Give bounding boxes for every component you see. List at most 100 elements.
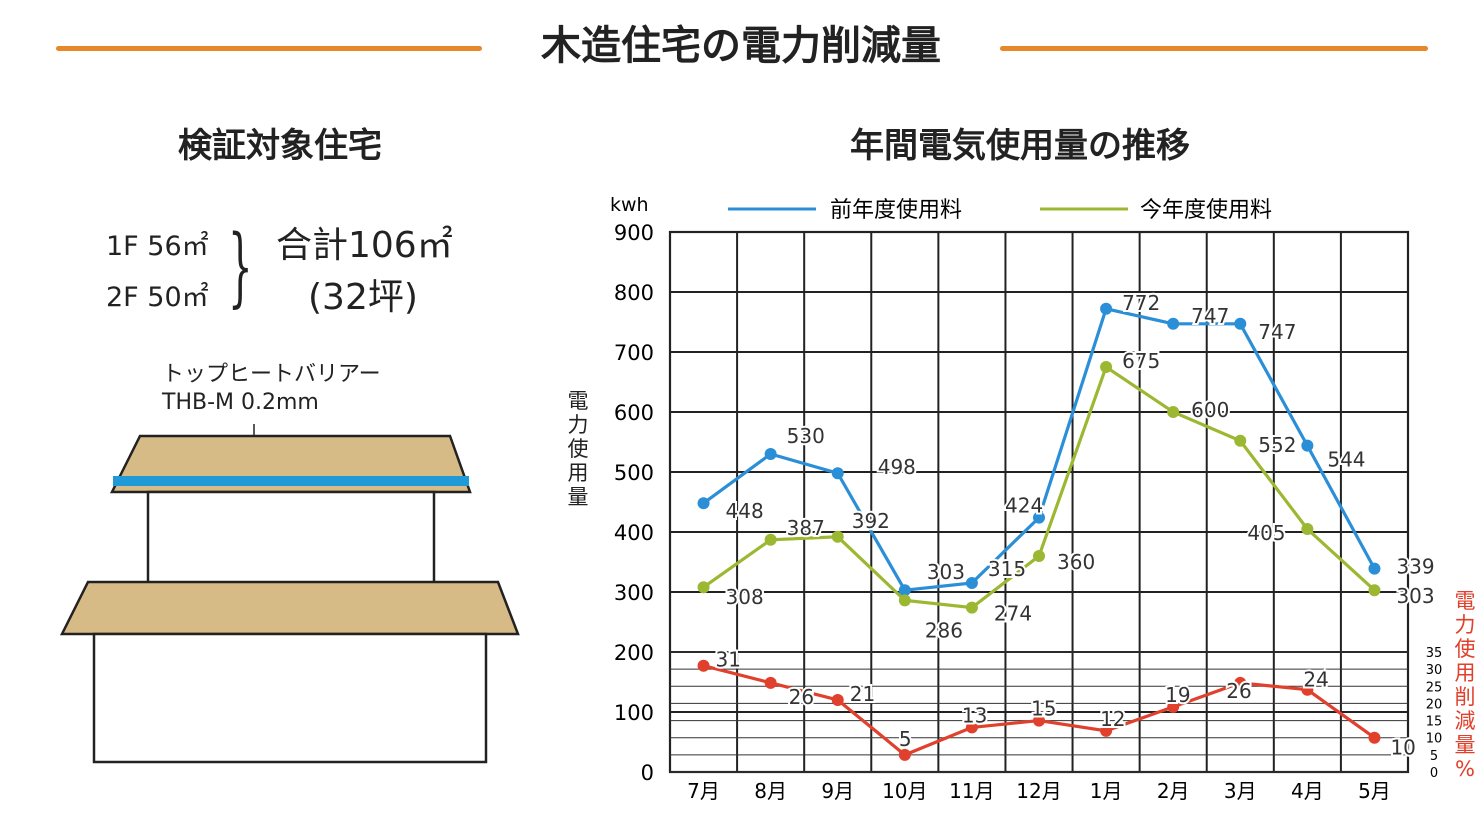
data-label-s0: 303 xyxy=(927,560,965,584)
data-label-s0: 530 xyxy=(787,424,825,448)
data-label-s2: 24 xyxy=(1303,668,1328,692)
data-label-s0: 772 xyxy=(1122,291,1160,315)
data-label-s2: 26 xyxy=(789,685,814,709)
y2-axis-title-char: 力 xyxy=(1455,613,1476,637)
house-illustration xyxy=(59,424,520,764)
data-label-s1: 308 xyxy=(726,585,764,609)
x-tick-label: 8月 xyxy=(754,779,787,803)
y-tick-label: 200 xyxy=(614,641,654,665)
data-label-s1: 675 xyxy=(1122,349,1160,373)
data-point-s1 xyxy=(764,533,777,546)
data-label-s0: 448 xyxy=(726,499,764,523)
data-label-s2: 19 xyxy=(1165,683,1190,707)
y-tick-label: 100 xyxy=(614,701,654,725)
y-tick-label: 300 xyxy=(614,581,654,605)
data-point-s2 xyxy=(831,694,844,706)
page-title: 木造住宅の電力削減量 xyxy=(541,23,941,69)
data-label-s2: 12 xyxy=(1100,707,1125,731)
chart-legend: 前年度使用料 今年度使用料 xyxy=(728,198,1272,223)
data-point-s0 xyxy=(1368,562,1381,575)
y-axis-title-char: 電 xyxy=(568,389,589,413)
data-point-s2 xyxy=(1301,683,1314,696)
y2-tick-label: 35 xyxy=(1426,646,1443,661)
data-label-s0: 315 xyxy=(988,557,1026,581)
y2-tick-label: 0 xyxy=(1430,766,1438,781)
total-area: 合計106㎡ xyxy=(276,225,453,266)
material-name: トップヒートバリアー xyxy=(162,362,381,387)
data-point-s2 xyxy=(1167,700,1180,713)
house-section-title: 検証対象住宅 xyxy=(178,126,382,166)
y2-axis-title-char: % xyxy=(1455,757,1475,781)
material-spec: THB-M 0.2mm xyxy=(162,390,319,415)
data-label-s2: 5 xyxy=(899,727,912,751)
y-tick-label: 500 xyxy=(614,461,654,485)
x-tick-label: 2月 xyxy=(1157,779,1190,803)
data-label-s1: 405 xyxy=(1247,521,1285,545)
data-label-s0: 747 xyxy=(1258,320,1296,344)
data-point-s1 xyxy=(1301,523,1314,535)
y-tick-label: 700 xyxy=(614,341,654,365)
y-tick-label: 800 xyxy=(614,281,654,305)
tsubo-area: (32坪) xyxy=(308,277,418,318)
data-label-s1: 387 xyxy=(787,516,825,540)
data-label-s2: 13 xyxy=(962,703,987,727)
x-tick-label: 10月 xyxy=(882,779,927,803)
x-tick-label: 3月 xyxy=(1224,779,1257,803)
data-point-s2 xyxy=(1033,714,1045,727)
data-point-s2 xyxy=(898,748,911,761)
chart-title: 年間電気使用量の推移 xyxy=(850,126,1190,166)
data-point-s1 xyxy=(697,581,710,594)
data-label-s1: 552 xyxy=(1258,433,1296,457)
y-axis-title-char: 量 xyxy=(568,485,589,509)
usage-chart: 0 100 200 300 400 500 600 700 800 900 0 5 10 15 20 25 30… xyxy=(568,194,1476,803)
floor1-area: 1F 56㎡ xyxy=(106,231,209,262)
data-label-s2: 15 xyxy=(1031,697,1056,721)
y2-axis-title-char: 用 xyxy=(1455,661,1476,685)
data-point-s0 xyxy=(965,577,978,589)
data-point-s2 xyxy=(764,676,777,689)
x-tick-label: 1月 xyxy=(1090,779,1123,803)
y2-tick-label: 25 xyxy=(1426,680,1443,695)
data-point-s1 xyxy=(1167,406,1180,418)
data-point-s0 xyxy=(898,584,911,597)
data-point-s1 xyxy=(1234,434,1247,447)
data-point-s0 xyxy=(697,497,710,510)
y-axis-title-char: 用 xyxy=(568,461,589,485)
data-label-s0: 424 xyxy=(1005,494,1043,518)
lower-floor-wall xyxy=(92,632,488,764)
data-label-s2: 10 xyxy=(1390,736,1415,760)
legend-label-this-year: 今年度使用料 xyxy=(1140,198,1272,223)
data-label-s1: 600 xyxy=(1191,398,1229,422)
data-point-s0 xyxy=(831,467,844,480)
y2-axis-title-char: 減 xyxy=(1455,709,1476,733)
data-point-s2 xyxy=(1368,731,1381,744)
data-point-s1 xyxy=(1368,584,1381,597)
data-point-s0 xyxy=(1033,511,1045,524)
y2-axis-title-char: 量 xyxy=(1455,733,1476,757)
data-label-s1: 360 xyxy=(1057,550,1095,574)
x-tick-label: 12月 xyxy=(1016,779,1061,803)
data-label-s1: 286 xyxy=(925,618,963,642)
lower-roof xyxy=(59,580,520,636)
x-tick-label: 9月 xyxy=(821,779,854,803)
data-point-s1 xyxy=(1100,361,1113,373)
data-label-s0: 747 xyxy=(1191,304,1229,328)
y2-tick-label: 20 xyxy=(1426,697,1443,712)
data-label-s0: 339 xyxy=(1396,555,1434,579)
data-point-s0 xyxy=(1301,439,1314,452)
y-tick-label: 600 xyxy=(614,401,654,425)
chart-axes: 0 100 200 300 400 500 600 700 800 900 0 5 10 15 20 25 30… xyxy=(568,221,1476,803)
title-rule-left xyxy=(56,46,482,51)
data-point-s0 xyxy=(1167,317,1180,330)
y2-axis-title-char: 電 xyxy=(1455,589,1476,613)
x-tick-label: 7月 xyxy=(687,779,720,803)
heat-barrier-layer xyxy=(113,476,469,486)
data-label-s2: 31 xyxy=(716,648,741,672)
y-unit-label: kwh xyxy=(610,194,649,216)
data-label-s1: 303 xyxy=(1396,584,1434,608)
data-point-s2 xyxy=(965,721,978,734)
data-label-s1: 274 xyxy=(994,602,1032,626)
x-tick-label: 5月 xyxy=(1358,779,1391,803)
data-point-s0 xyxy=(764,448,777,460)
